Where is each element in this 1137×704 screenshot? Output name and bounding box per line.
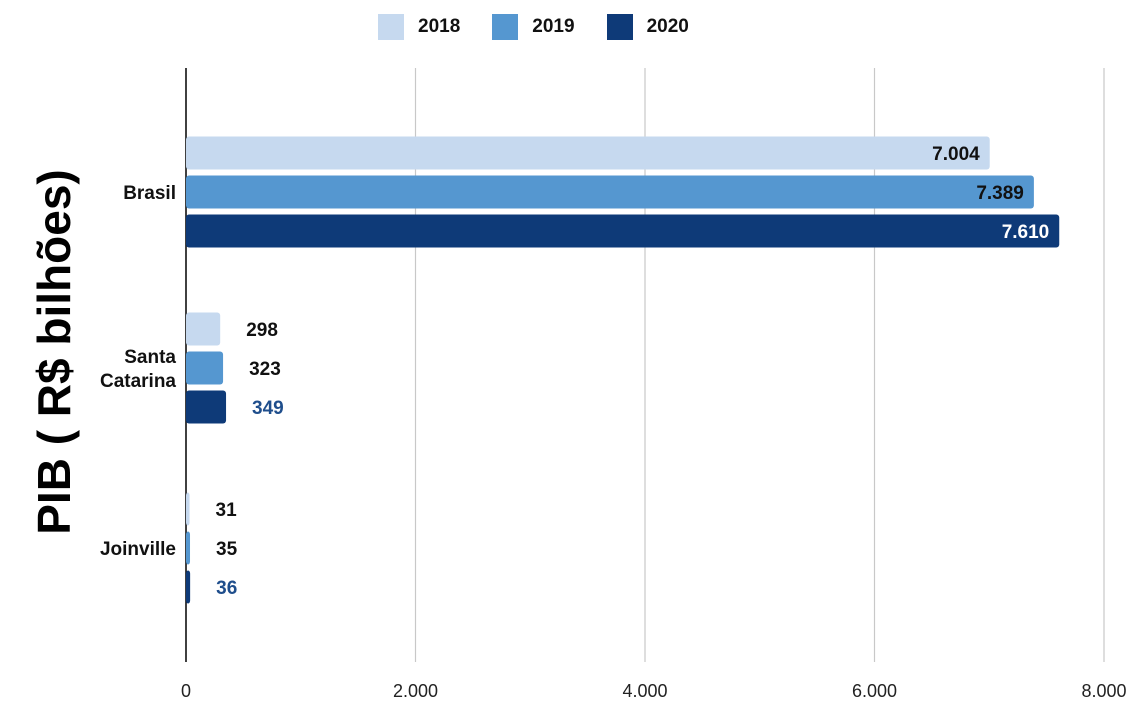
legend-item-2020: 2020 xyxy=(606,14,689,40)
data-label: 31 xyxy=(216,500,238,521)
x-tick-label: 8.000 xyxy=(1081,681,1126,701)
x-tick-label: 6.000 xyxy=(852,681,897,701)
bar-2018 xyxy=(186,312,221,346)
bar-2019 xyxy=(186,175,1034,209)
legend-label-2019: 2019 xyxy=(532,16,575,37)
x-tick-label: 2.000 xyxy=(393,681,438,701)
bar-2020 xyxy=(186,214,1060,248)
legend-label-2018: 2018 xyxy=(418,16,461,37)
category-label: Catarina xyxy=(100,371,176,392)
bar-2018 xyxy=(186,492,190,526)
data-label: 7.004 xyxy=(932,144,980,165)
legend-swatch-2020 xyxy=(606,14,633,40)
legend-label-2020: 2020 xyxy=(646,16,689,37)
data-label: 298 xyxy=(246,320,278,341)
legend-swatch-2018 xyxy=(378,14,404,40)
category-label: Santa xyxy=(124,347,176,368)
legend-item-2018: 2018 xyxy=(378,14,460,40)
x-tick-label: 4.000 xyxy=(622,681,667,701)
data-label: 35 xyxy=(216,539,238,560)
data-label: 7.389 xyxy=(976,183,1024,204)
bar-2019 xyxy=(186,351,224,385)
data-label: 36 xyxy=(216,578,237,599)
category-label: Brasil xyxy=(123,183,176,204)
legend-swatch-2019 xyxy=(492,14,519,40)
legend-item-2019: 2019 xyxy=(492,14,575,40)
data-label: 349 xyxy=(252,398,284,419)
x-tick-label: 0 xyxy=(181,681,191,701)
category-label: Joinville xyxy=(100,539,176,560)
bar-2019 xyxy=(186,531,191,565)
bar-2018 xyxy=(186,136,990,170)
legend: 2018 2019 2020 xyxy=(378,14,721,40)
bar-2020 xyxy=(186,390,227,424)
data-label: 7.610 xyxy=(1002,222,1050,243)
bar-2020 xyxy=(186,570,191,604)
data-label: 323 xyxy=(249,359,281,380)
